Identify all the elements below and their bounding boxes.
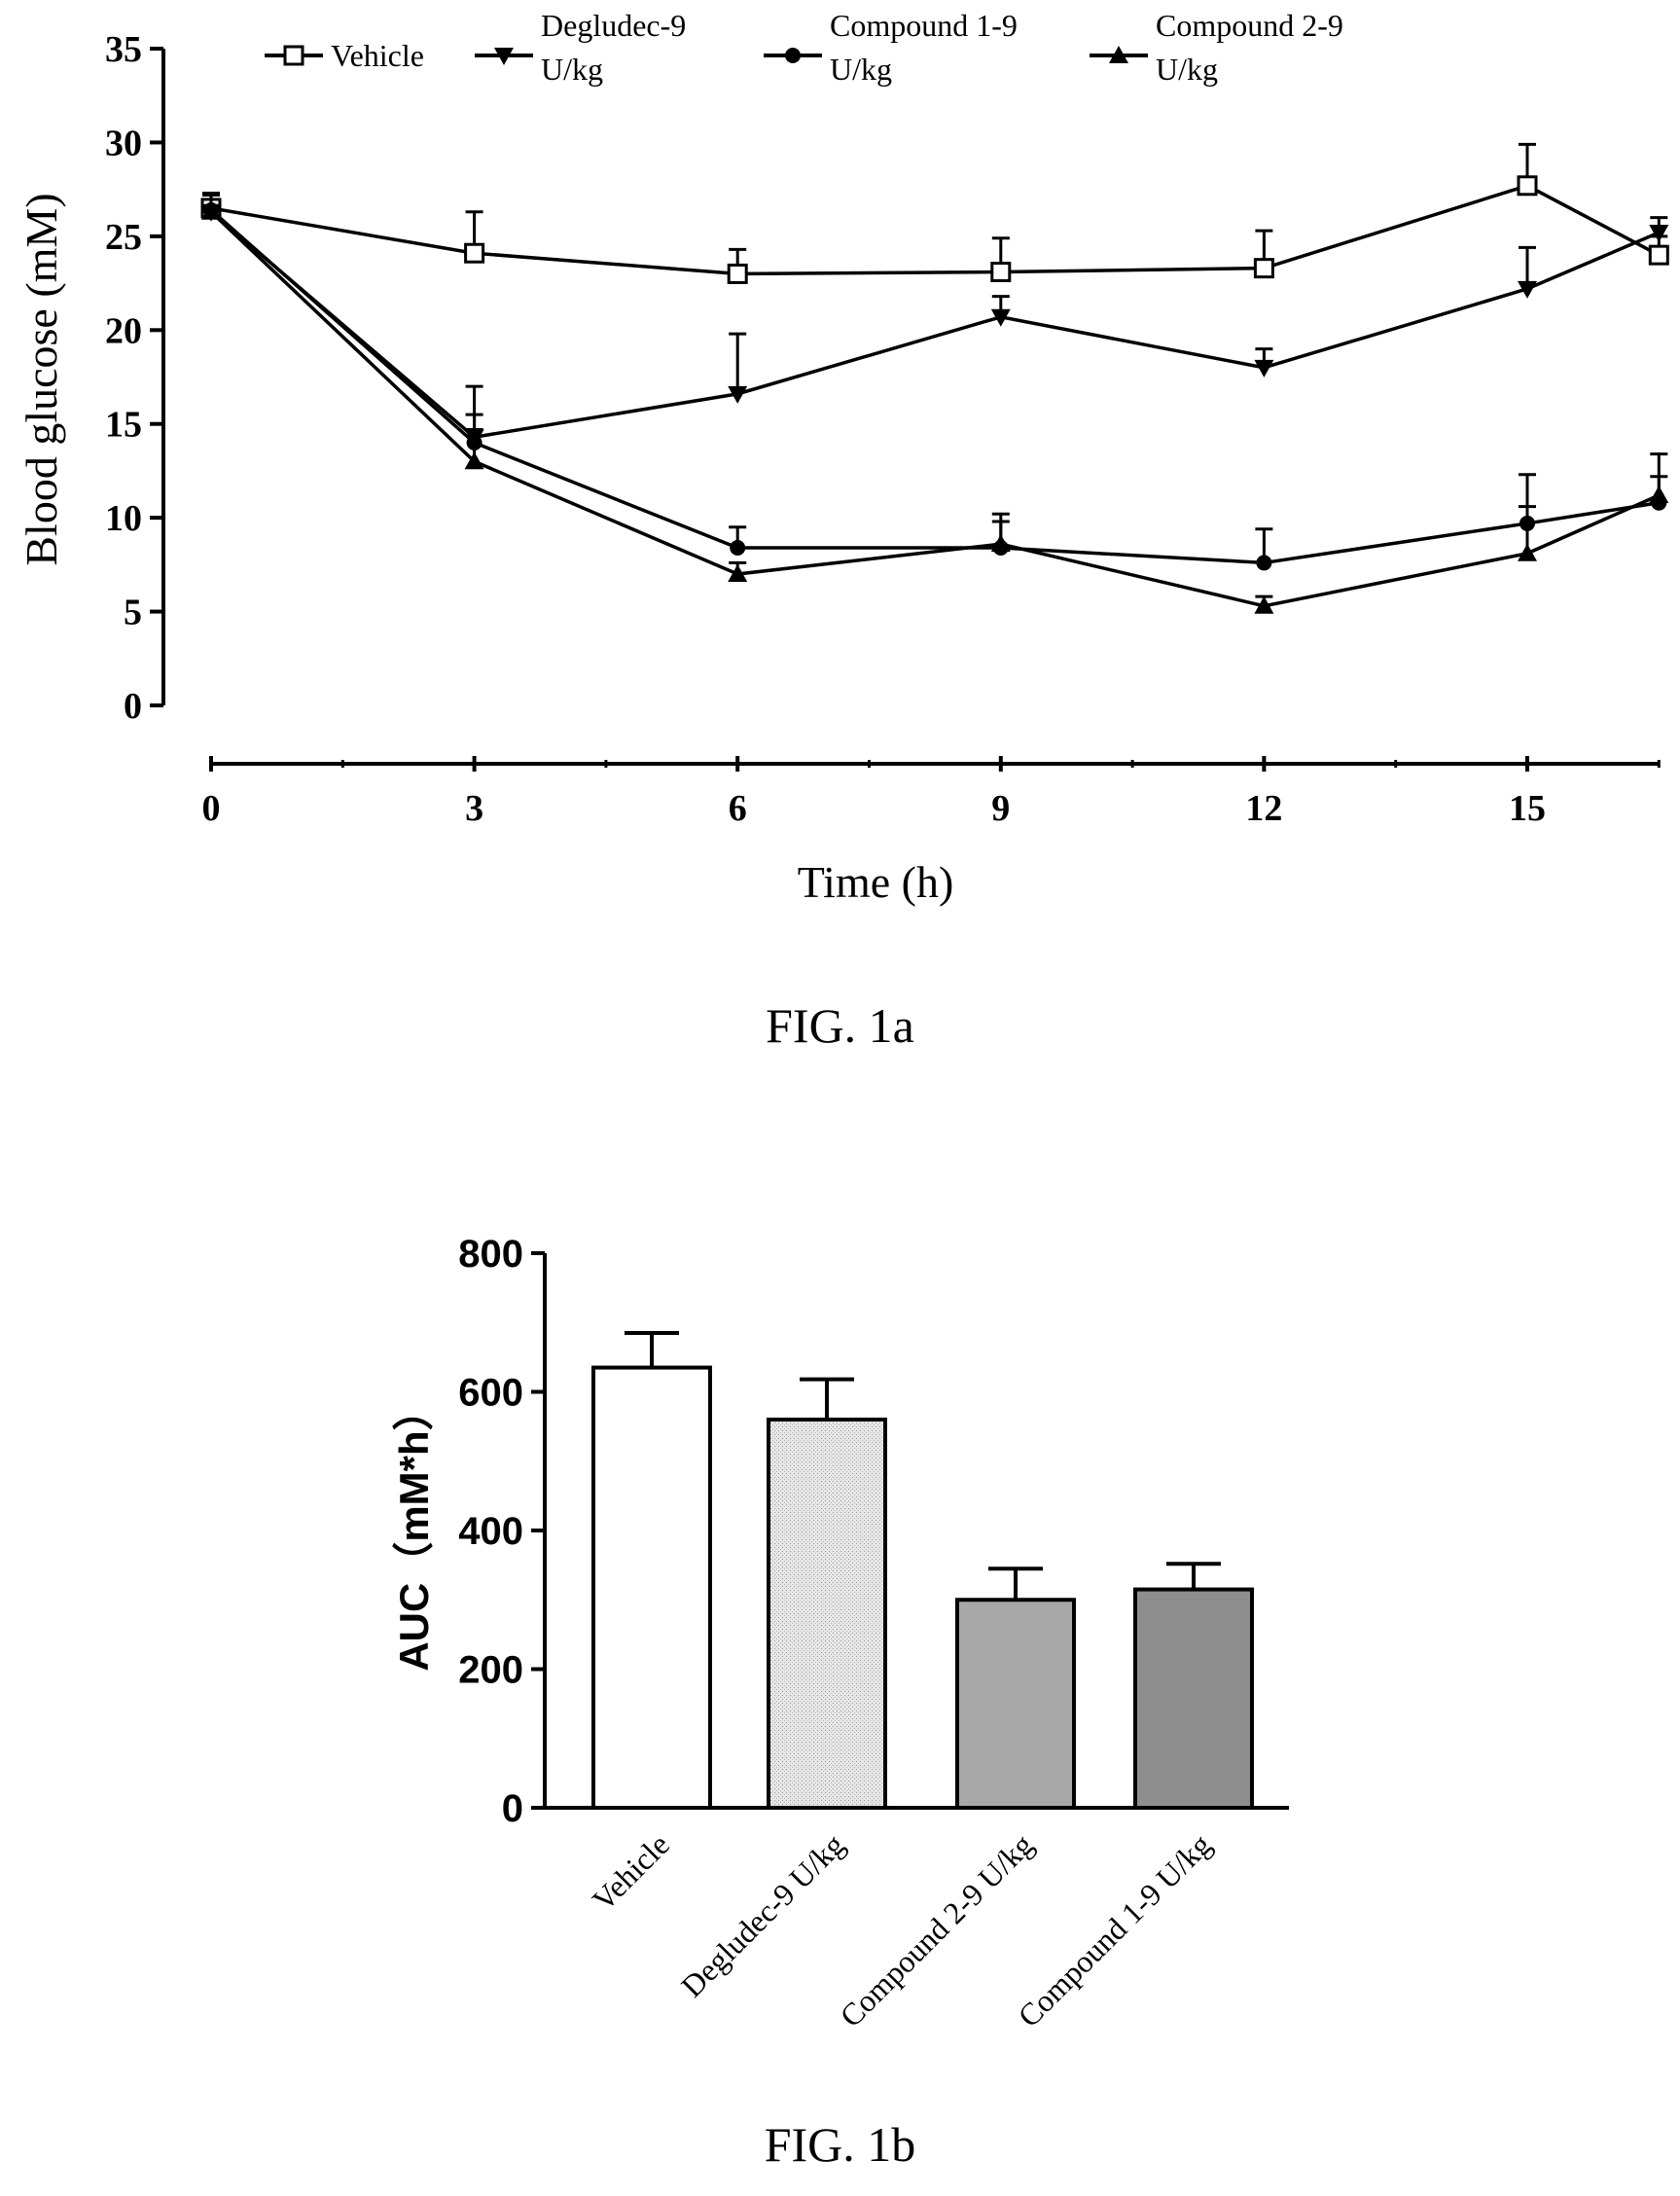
data-point xyxy=(1254,595,1274,614)
data-point xyxy=(1518,280,1537,299)
category-label: Degludec-9 U/kg xyxy=(674,1826,851,2003)
x-tick-label: 9 xyxy=(991,788,1010,829)
x-tick-label: 12 xyxy=(1245,788,1282,829)
legend-label: Degludec-9 xyxy=(541,8,686,43)
bar xyxy=(955,1598,1076,1810)
figure-1b-caption: FIG. 1b xyxy=(764,2117,916,2172)
data-point xyxy=(1649,225,1669,242)
data-point xyxy=(1518,543,1537,561)
legend-label-line2: U/kg xyxy=(541,52,603,87)
legend-item: Compound 2-9 U/kg xyxy=(1090,8,1343,87)
bar xyxy=(767,1418,887,1810)
series-4 xyxy=(201,193,1669,614)
x-axis-label: Time (h) xyxy=(798,857,954,907)
y-tick-label: 0 xyxy=(502,1787,523,1830)
category-label: Compound 2-9 U/kg xyxy=(833,1826,1040,2034)
y-tick-label: 15 xyxy=(105,405,142,446)
series-line xyxy=(210,183,1661,276)
data-point xyxy=(730,540,746,556)
y-tick-label: 5 xyxy=(124,593,142,633)
legend-label: Compound 2-9 xyxy=(1156,8,1343,43)
legend-label: Compound 1-9 xyxy=(830,8,1018,43)
data-point xyxy=(990,308,1011,327)
legend-marker xyxy=(283,45,304,66)
legend-item: Vehicle xyxy=(265,38,424,73)
bar-chart-bars xyxy=(591,1330,1254,1810)
data-point xyxy=(727,263,748,284)
legend-item: Compound 1-9 U/kg xyxy=(764,8,1018,87)
legend-marker xyxy=(494,48,514,65)
data-point xyxy=(464,451,484,470)
data-point xyxy=(728,564,748,582)
data-point xyxy=(990,262,1012,282)
y-tick-label: 200 xyxy=(458,1649,523,1692)
data-point xyxy=(201,201,221,220)
line-chart-axes: 0 5 10 15 20 25 30 35 0 3 6 9 12 15 xyxy=(105,29,1661,829)
bar xyxy=(591,1365,712,1810)
x-tick-label: 15 xyxy=(1509,788,1546,829)
data-point xyxy=(1649,486,1669,503)
y-tick-label: 10 xyxy=(105,498,142,539)
data-point xyxy=(1517,175,1538,197)
legend-marker xyxy=(1109,46,1128,63)
data-point xyxy=(1254,359,1274,378)
data-point xyxy=(1256,555,1272,571)
x-tick-label: 0 xyxy=(202,788,221,829)
series-1 xyxy=(200,142,1669,284)
series-3 xyxy=(202,193,1668,571)
y-tick-label: 25 xyxy=(105,217,142,258)
legend-marker xyxy=(785,48,801,63)
y-tick-label: 0 xyxy=(124,686,142,727)
y-tick-label: 30 xyxy=(105,123,142,163)
data-point xyxy=(728,385,748,404)
y-tick-label: 600 xyxy=(458,1372,523,1415)
data-point xyxy=(1253,258,1274,279)
figure-1a-caption: FIG. 1a xyxy=(766,998,914,1053)
legend-label-line2: U/kg xyxy=(830,52,892,87)
category-label: Compound 1-9 U/kg xyxy=(1011,1826,1218,2034)
data-point xyxy=(464,242,485,264)
y-tick-label: 400 xyxy=(458,1510,523,1553)
category-label: Vehicle xyxy=(586,1826,676,1917)
y-axis-label: AUC（mM*h） xyxy=(391,1389,437,1671)
x-tick-label: 3 xyxy=(465,788,483,829)
y-tick-label: 800 xyxy=(458,1233,523,1276)
data-point xyxy=(1648,244,1669,266)
bar xyxy=(1133,1587,1254,1810)
legend-label-line2: U/kg xyxy=(1156,52,1218,87)
y-tick-label: 35 xyxy=(105,29,142,70)
legend-label: Vehicle xyxy=(331,38,424,73)
legend-item: Degludec-9 U/kg xyxy=(475,8,686,87)
line-chart-series xyxy=(200,142,1669,614)
data-point xyxy=(990,534,1011,553)
y-tick-label: 20 xyxy=(105,310,142,351)
y-axis-label: Blood glucose (mM) xyxy=(17,193,66,565)
x-tick-label: 6 xyxy=(729,788,747,829)
series-line xyxy=(209,208,1660,565)
